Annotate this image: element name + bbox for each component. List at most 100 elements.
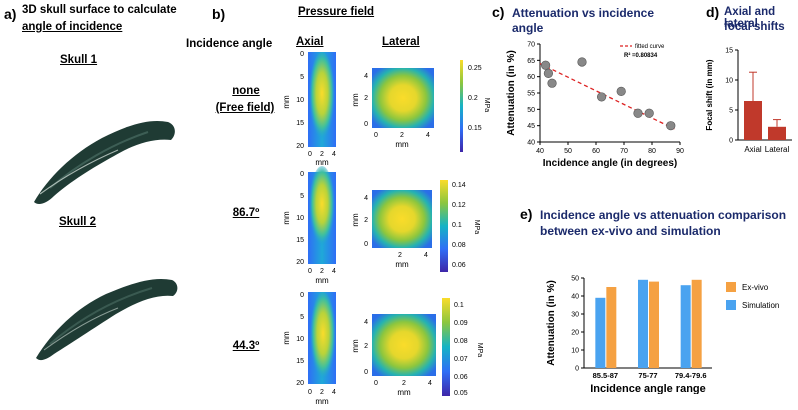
svg-text:4: 4 [364, 195, 368, 202]
svg-text:2: 2 [364, 343, 368, 350]
svg-text:0.07: 0.07 [454, 356, 468, 363]
x-tick-label: 50 [564, 148, 572, 155]
y-tick-label: 40 [527, 140, 535, 147]
svg-text:0: 0 [364, 241, 368, 248]
colorbar-row2: 0.14 0.12 0.1 0.08 0.06 MPa [440, 180, 480, 272]
svg-text:MPa: MPa [473, 220, 480, 235]
panel-a-title-line2: angle of incidence [22, 21, 123, 33]
skull1-surface-image [34, 120, 175, 204]
svg-text:4: 4 [428, 380, 432, 387]
axial-map-row3: 0 5 10 15 20 0 2 4 mm mm [282, 292, 336, 406]
bar-exvivo [606, 287, 617, 368]
svg-text:0.1: 0.1 [452, 222, 462, 229]
data-point [540, 60, 551, 70]
y-tick-label: 50 [527, 107, 535, 114]
skull1-label: Skull 1 [60, 54, 98, 66]
svg-text:mm: mm [315, 276, 329, 285]
svg-text:0: 0 [374, 380, 378, 387]
axial-map-row2: 0 5 10 15 20 0 2 4 mm mm [282, 166, 336, 285]
data-point [644, 108, 654, 118]
svg-text:mm: mm [395, 140, 409, 149]
svg-text:0: 0 [308, 151, 312, 158]
bar-exvivo [649, 281, 659, 368]
data-point [577, 57, 587, 67]
svg-text:20: 20 [296, 380, 304, 387]
y-tick-label: 5 [729, 108, 733, 115]
svg-text:mm: mm [315, 397, 329, 406]
category-label: 79.4-79.6 [675, 371, 707, 380]
data-point [616, 86, 626, 96]
svg-text:0.08: 0.08 [454, 338, 468, 345]
svg-text:5: 5 [300, 314, 304, 321]
fit-line [539, 63, 675, 130]
y-tick-label: 45 [527, 123, 535, 130]
y-axis-label: Attenuation (in %) [506, 50, 517, 136]
svg-text:2: 2 [320, 151, 324, 158]
skull2-surface-image [36, 278, 178, 361]
legend-simulation-swatch [726, 300, 736, 310]
svg-text:10: 10 [296, 336, 304, 343]
svg-text:0: 0 [364, 369, 368, 376]
skull2-label: Skull 2 [59, 216, 97, 228]
svg-text:4: 4 [332, 389, 336, 396]
svg-text:mm: mm [315, 158, 329, 167]
lateral-header: Lateral [382, 36, 420, 48]
panel-c-letter: c) [492, 4, 505, 20]
svg-text:mm: mm [351, 339, 360, 353]
svg-text:10: 10 [296, 97, 304, 104]
data-point [666, 121, 676, 131]
y-axis-label: Focal shift (in mm) [705, 59, 714, 130]
bar-simulation [638, 279, 648, 368]
svg-text:20: 20 [296, 143, 304, 150]
svg-text:0.05: 0.05 [454, 390, 468, 397]
y-tick-label: 15 [725, 48, 733, 55]
y-tick-label: 55 [527, 91, 535, 98]
svg-text:20: 20 [296, 259, 304, 266]
axial-header: Axial [296, 36, 324, 48]
attenuation-comparison-chart: 0 10 20 30 40 50 Attenuation (in %) Incidence a… [546, 276, 779, 395]
bar [768, 126, 786, 140]
data-point [633, 108, 643, 118]
data-point [543, 68, 554, 79]
bar-simulation [680, 285, 691, 368]
svg-text:2: 2 [364, 217, 368, 224]
lateral-map-row1: 4 2 0 0 2 4 mm mm [351, 68, 434, 149]
svg-text:0: 0 [300, 292, 304, 299]
svg-text:15: 15 [296, 120, 304, 127]
angle-row1-line2: (Free field) [215, 102, 275, 114]
svg-text:0.12: 0.12 [452, 202, 466, 209]
colorbar-row1: 0.25 0.2 0.15 MPa [460, 60, 490, 152]
angle-row1-line1: none [232, 85, 260, 97]
svg-text:MPa: MPa [483, 98, 490, 113]
svg-text:2: 2 [402, 380, 406, 387]
lateral-map-row2: 4 2 0 2 4 mm mm [351, 190, 432, 269]
svg-text:15: 15 [296, 358, 304, 365]
svg-text:4: 4 [424, 252, 428, 259]
panel-d-title-line2: focal shifts [724, 21, 785, 33]
y-tick-label: 0 [575, 366, 579, 373]
svg-text:mm: mm [397, 388, 411, 397]
svg-text:0.15: 0.15 [468, 125, 482, 132]
svg-text:0: 0 [300, 51, 304, 58]
svg-text:0.1: 0.1 [454, 302, 464, 309]
y-tick-label: 30 [571, 312, 579, 319]
legend-exvivo-label: Ex-vivo [742, 283, 769, 292]
svg-text:4: 4 [364, 73, 368, 80]
category-label: 85.5-87 [593, 371, 618, 380]
x-tick-label: 70 [620, 148, 628, 155]
bar [744, 101, 762, 140]
svg-text:4: 4 [332, 151, 336, 158]
svg-text:mm: mm [282, 331, 291, 345]
svg-text:0.25: 0.25 [468, 65, 482, 72]
y-axis-label: Attenuation (in %) [546, 280, 557, 366]
category-label: Lateral [765, 145, 790, 154]
svg-text:2: 2 [400, 132, 404, 139]
axial-map-row1: 0 5 10 15 20 0 2 4 mm mm [282, 51, 336, 167]
bar-exvivo [691, 279, 702, 368]
category-label: Axial [744, 145, 762, 154]
svg-text:2: 2 [320, 268, 324, 275]
svg-text:0.06: 0.06 [454, 374, 468, 381]
svg-text:MPa: MPa [476, 343, 483, 358]
r-squared-label: R² =0.80834 [624, 52, 658, 59]
panel-e-title-line2: between ex-vivo and simulation [540, 224, 721, 238]
